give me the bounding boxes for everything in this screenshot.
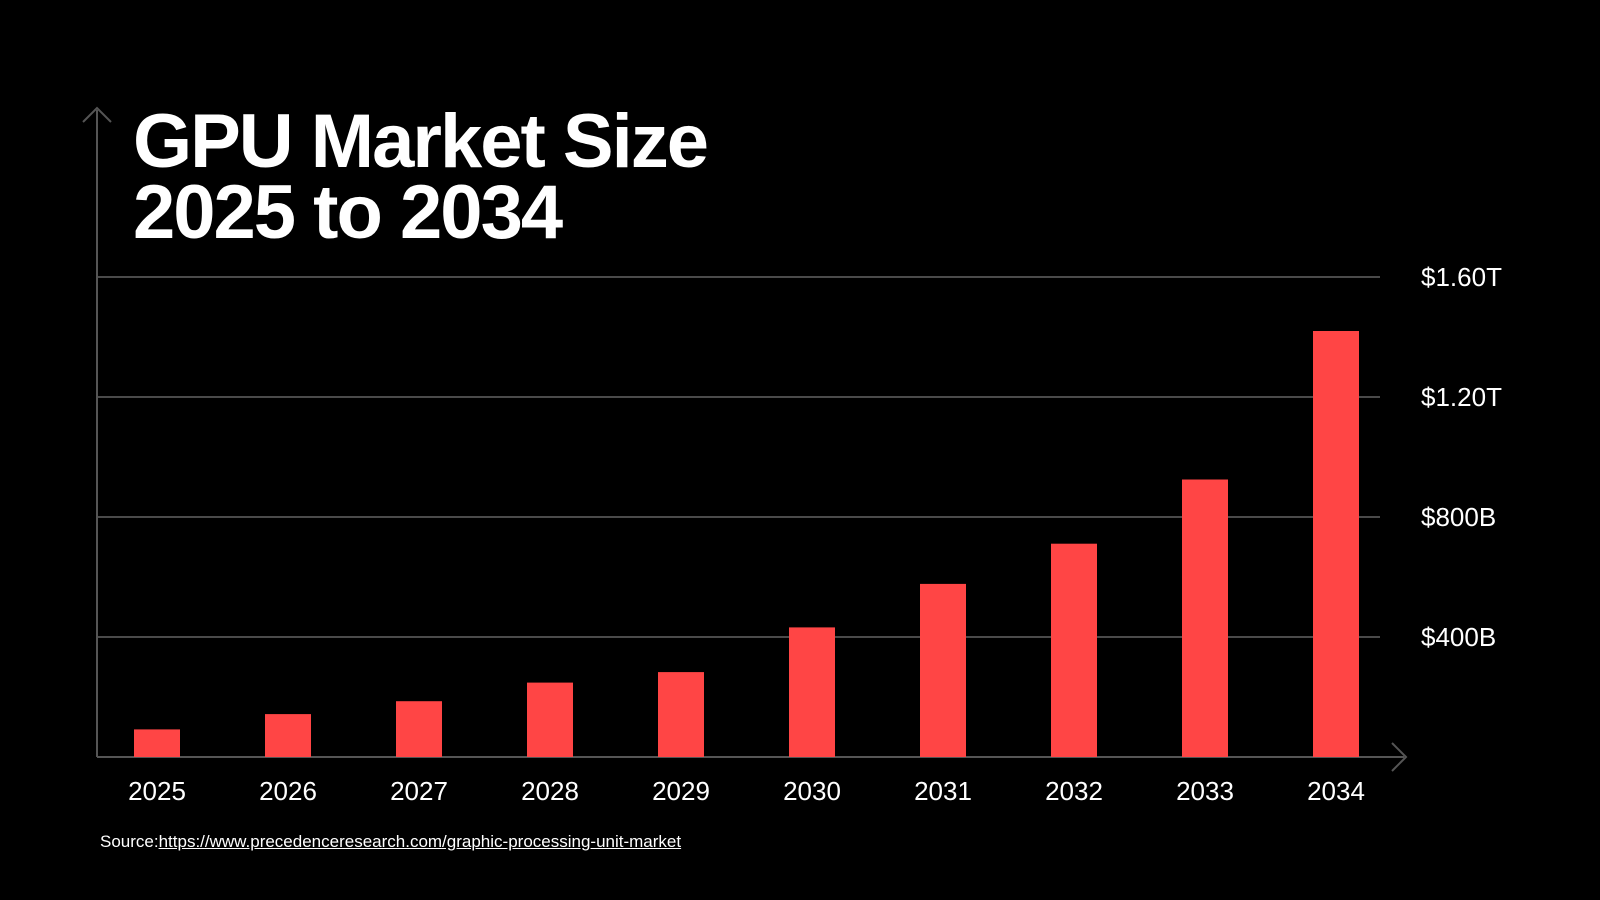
y-tick-labels: $400B $800B $1.20T $1.60T [1421, 262, 1502, 652]
bar-2025 [134, 729, 180, 757]
chart-title-line-1: GPU Market Size [133, 99, 707, 184]
bar-2032 [1051, 543, 1097, 757]
bar-2027 [396, 701, 442, 757]
source-prefix: Source: [100, 832, 159, 851]
bar-2030 [789, 627, 835, 757]
chart-title: GPU Market Size 2025 to 2034 [133, 99, 709, 255]
x-tick-label: 2029 [652, 776, 710, 806]
x-tick-label: 2034 [1307, 776, 1365, 806]
y-tick-label: $400B [1421, 622, 1496, 652]
x-tick-label: 2033 [1176, 776, 1234, 806]
x-tick-label: 2027 [390, 776, 448, 806]
x-tick-label: 2031 [914, 776, 972, 806]
x-tick-label: 2028 [521, 776, 579, 806]
y-tick-label: $1.60T [1421, 262, 1502, 292]
source-link[interactable]: https://www.precedenceresearch.com/graph… [158, 832, 682, 851]
bar-2026 [265, 714, 311, 757]
bar-2031 [920, 583, 966, 757]
bar-2029 [658, 672, 704, 757]
x-tick-labels: 2025 2026 2027 2028 2029 2030 2031 2032 2033 2034 [128, 776, 1365, 806]
y-tick-label: $1.20T [1421, 382, 1502, 412]
bar-2028 [527, 682, 573, 757]
gridlines [97, 276, 1380, 638]
bar-2033 [1182, 479, 1228, 757]
x-tick-label: 2025 [128, 776, 186, 806]
bars [134, 331, 1359, 757]
x-tick-label: 2026 [259, 776, 317, 806]
y-axis-arrow-icon [82, 106, 112, 123]
x-axis-arrow-icon [1391, 742, 1408, 772]
y-tick-label: $800B [1421, 502, 1496, 532]
x-tick-label: 2032 [1045, 776, 1103, 806]
source-citation: Source:https://www.precedenceresearch.co… [100, 832, 681, 852]
chart-title-line-2: 2025 to 2034 [133, 170, 563, 255]
bar-2034 [1313, 331, 1359, 757]
x-tick-label: 2030 [783, 776, 841, 806]
